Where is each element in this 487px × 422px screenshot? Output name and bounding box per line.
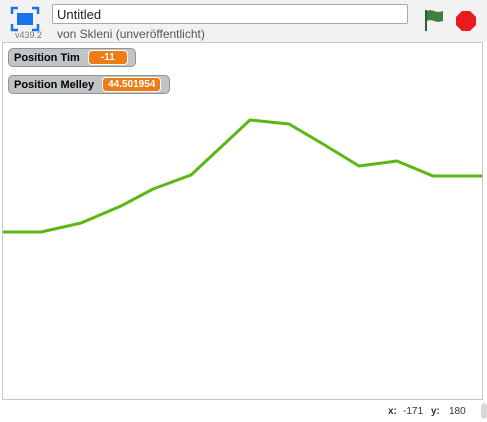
monitor-value: -11 — [88, 50, 128, 65]
fullscreen-icon — [10, 6, 40, 32]
green-flag-icon — [423, 8, 445, 32]
green-flag-button[interactable] — [423, 8, 445, 32]
monitor-position-tim[interactable]: Position Tim -11 — [8, 48, 136, 67]
pen-trail-line — [3, 43, 483, 400]
stop-button[interactable] — [455, 10, 477, 32]
monitor-label: Position Tim — [14, 52, 80, 64]
x-coordinate-label: x: — [388, 406, 397, 417]
stage-area[interactable]: Position Tim -11 Position Melley 44.5019… — [2, 42, 483, 400]
y-coordinate-label: y: — [431, 406, 440, 417]
fullscreen-button[interactable] — [10, 6, 40, 32]
stop-sign-icon — [455, 10, 477, 32]
monitor-label: Position Melley — [14, 79, 94, 91]
monitor-position-melley[interactable]: Position Melley 44.501954 — [8, 75, 170, 94]
monitor-value: 44.501954 — [102, 77, 161, 92]
project-title-input[interactable] — [52, 4, 408, 24]
y-coordinate-value: 180 — [449, 406, 466, 417]
author-byline: von Skleni (unveröffentlicht) — [57, 27, 205, 41]
version-label: v439.2 — [15, 30, 42, 40]
player-header: v439.2 von Skleni (unveröffentlicht) — [0, 0, 487, 42]
x-coordinate-value: -171 — [403, 406, 423, 417]
scrollbar-handle[interactable] — [481, 403, 487, 419]
coordinate-bar: x: -171 y: 180 — [0, 400, 487, 422]
